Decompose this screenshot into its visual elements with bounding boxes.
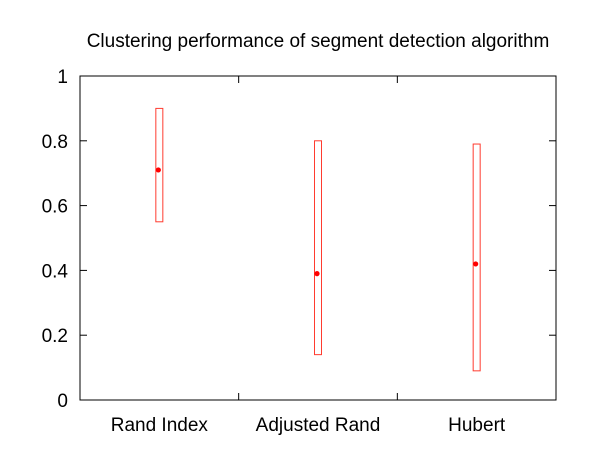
mean-point [155,167,161,173]
y-tick-label: 0.4 [42,261,69,282]
chart-title: Clustering performance of segment detect… [87,31,550,52]
x-tick-label: Hubert [448,415,506,436]
data-marks [155,107,481,372]
y-tick-label: 0.6 [42,197,68,218]
y-tick-label: 0.2 [42,326,68,347]
x-tick-label: Rand Index [111,415,209,436]
plot-frame [79,75,557,401]
range-box [314,140,322,356]
range-box [472,143,481,372]
range-box [155,107,164,223]
y-tick-label: 0.8 [42,132,68,153]
y-tick-label: 1 [57,67,68,88]
x-tick-label: Adjusted Rand [256,415,381,436]
mean-point [473,261,479,267]
y-axis: 0 0.2 0.4 0.6 0.8 1 [42,67,556,412]
mean-point [314,271,320,277]
x-axis: Rand Index Adjusted Rand Hubert [111,76,506,436]
y-tick-label: 0 [57,391,68,412]
